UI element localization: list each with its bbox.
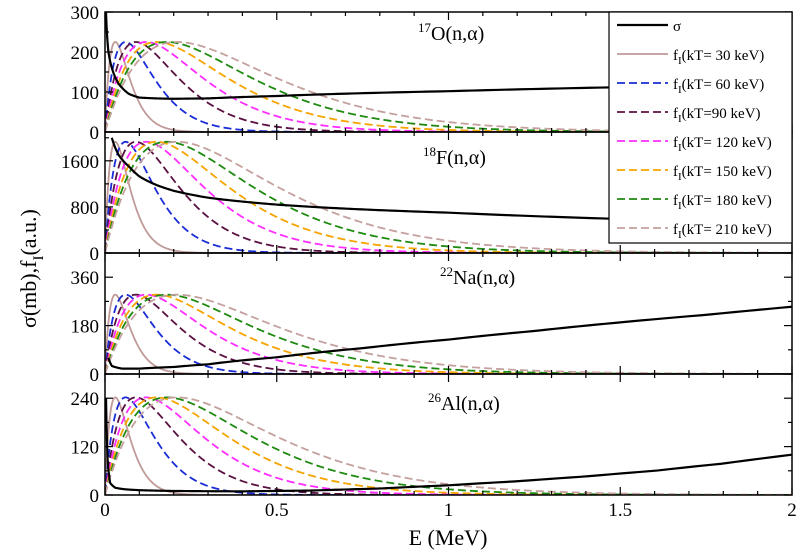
- panel-f18-y-tick-label: 800: [71, 198, 100, 219]
- panel-f18-sigma-line: [110, 137, 792, 228]
- plot-area: 0 100 200 300 17O(n,α) 0 800 1600 18F(n,α) 0 1…: [61, 3, 793, 507]
- panel-o17-y-tick-label: 200: [71, 43, 100, 64]
- panel-na22: 0 180 360 22Na(n,α): [71, 252, 793, 386]
- panel-f18-series-2: [105, 140, 792, 253]
- legend-label-7: fI(kT= 210 keV): [673, 222, 772, 241]
- x-tick-label: 0.5: [265, 500, 289, 521]
- panel-f18-series-6: [105, 140, 792, 253]
- x-tick-labels: 0 0.5 1 1.5 2: [100, 500, 797, 521]
- legend-label-0: σ: [673, 19, 681, 35]
- panel-o17-y-tick-label: 100: [71, 83, 100, 104]
- panel-al26-series-5: [105, 396, 792, 495]
- panel-al26: 0 120 240 26Al(n,α): [71, 373, 793, 507]
- legend-box: [608, 11, 793, 244]
- panel-al26-y-tick-label: 0: [90, 486, 100, 507]
- panel-o17-series-1: [105, 41, 792, 132]
- panel-label-al26: 26Al(n,α): [428, 390, 500, 415]
- panel-label-o17: 17O(n,α): [418, 20, 484, 45]
- panel-na22-y-tick-label: 0: [90, 365, 100, 386]
- y-axis-title: σ(mb),fI(a.u.): [16, 209, 47, 328]
- panel-o17-y-tick-label: 0: [90, 123, 100, 144]
- panel-label-f18: 18F(n,α): [423, 144, 486, 169]
- legend-label-3: fI(kT=90 keV): [673, 106, 761, 125]
- panel-al26-series-4: [105, 396, 792, 495]
- legend-label-6: fI(kT= 180 keV): [673, 193, 772, 212]
- x-tick-label: 1.5: [608, 500, 632, 521]
- panel-al26-y-tick-label: 120: [71, 438, 100, 459]
- legend-label-2: fI(kT= 60 keV): [673, 77, 764, 96]
- panel-o17-y-tick-label: 300: [71, 3, 100, 24]
- panel-na22-sigma-line: [107, 305, 792, 370]
- panel-na22-y-tick-label: 360: [71, 268, 100, 289]
- panel-na22-series-1: [105, 293, 792, 374]
- panel-al26-series-1: [105, 396, 792, 495]
- legend: σ fI(kT= 30 keV) fI(kT= 60 keV) fI(kT=90 ke…: [608, 11, 793, 244]
- x-tick-label: 2: [787, 500, 797, 521]
- panel-al26-y-tick-label: 240: [71, 389, 100, 410]
- x-axis-title: E (MeV): [409, 525, 488, 550]
- panel-na22-y-tick-label: 180: [71, 317, 100, 338]
- panel-f18-y-tick-label: 1600: [61, 152, 99, 173]
- panel-na22-series-7: [105, 293, 792, 374]
- panel-label-na22: 22Na(n,α): [440, 264, 515, 289]
- panel-o17-series-4: [105, 41, 792, 132]
- legend-label-5: fI(kT= 150 keV): [673, 164, 772, 183]
- panel-al26-sigma-line: [105, 398, 792, 493]
- legend-label-4: fI(kT= 120 keV): [673, 135, 772, 154]
- panel-f18-series-7: [105, 140, 792, 253]
- panel-na22-series-6: [105, 293, 792, 374]
- panel-f18-series-1: [105, 140, 792, 253]
- x-tick-label: 1: [444, 500, 454, 521]
- x-tick-label: 0: [100, 500, 110, 521]
- legend-label-1: fI(kT= 30 keV): [673, 48, 764, 67]
- panel-o17-sigma-line: [105, 12, 792, 100]
- panel-f18-y-tick-label: 0: [90, 244, 100, 265]
